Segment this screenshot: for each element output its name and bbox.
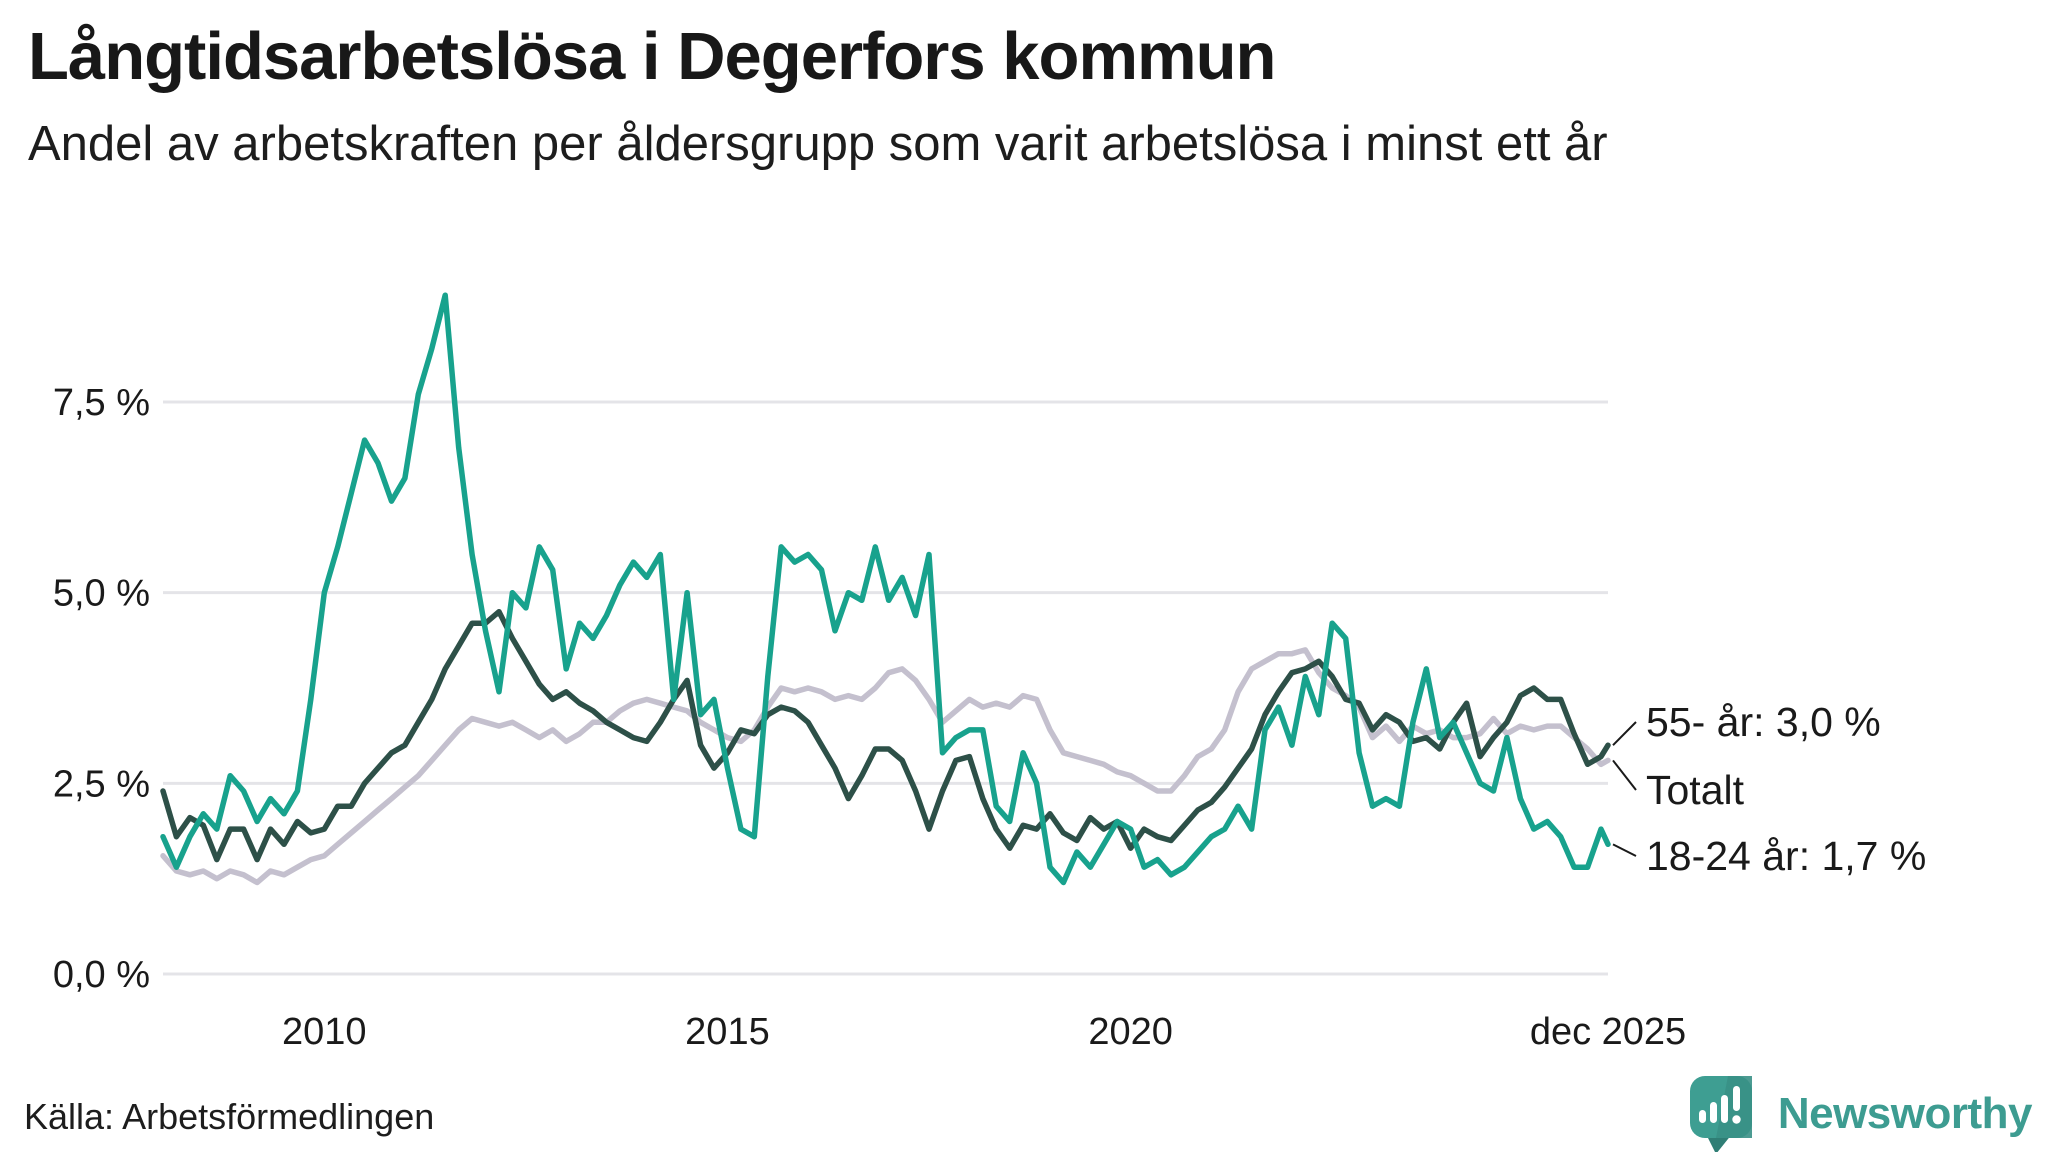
page-title: Långtidsarbetslösa i Degerfors kommun	[28, 19, 1276, 94]
x-tick-label: 2010	[282, 1011, 367, 1053]
series-end-label-18-24 år: 18-24 år: 1,7 %	[1646, 833, 1926, 879]
x-tick-label: 2020	[1088, 1011, 1173, 1053]
y-tick-label: 2,5 %	[53, 763, 150, 805]
brand-wordmark: Newsworthy	[1777, 1089, 2033, 1138]
series-end-label-55- år: 55- år: 3,0 %	[1646, 699, 1881, 745]
brand-logo: Newsworthy	[1686, 1072, 2033, 1152]
series-end-label-Totalt: Totalt	[1646, 767, 1745, 813]
label-connector-55- år	[1612, 721, 1637, 746]
series-line-55- år	[160, 608, 1611, 863]
page-subtitle: Andel av arbetskraften per åldersgrupp s…	[28, 117, 1608, 171]
series-line-Totalt	[160, 647, 1611, 886]
label-connector-18-24 år	[1612, 843, 1637, 857]
label-connector-Totalt	[1612, 759, 1637, 791]
source-note: Källa: Arbetsförmedlingen	[24, 1096, 435, 1137]
x-tick-label: dec 2025	[1530, 1011, 1686, 1053]
x-tick-label: 2015	[685, 1011, 770, 1053]
y-tick-label: 5,0 %	[53, 573, 150, 615]
newsworthy-icon	[1689, 1076, 1752, 1152]
y-tick-label: 0,0 %	[53, 954, 150, 996]
series-line-18-24 år	[160, 292, 1611, 886]
y-tick-label: 7,5 %	[53, 382, 150, 424]
